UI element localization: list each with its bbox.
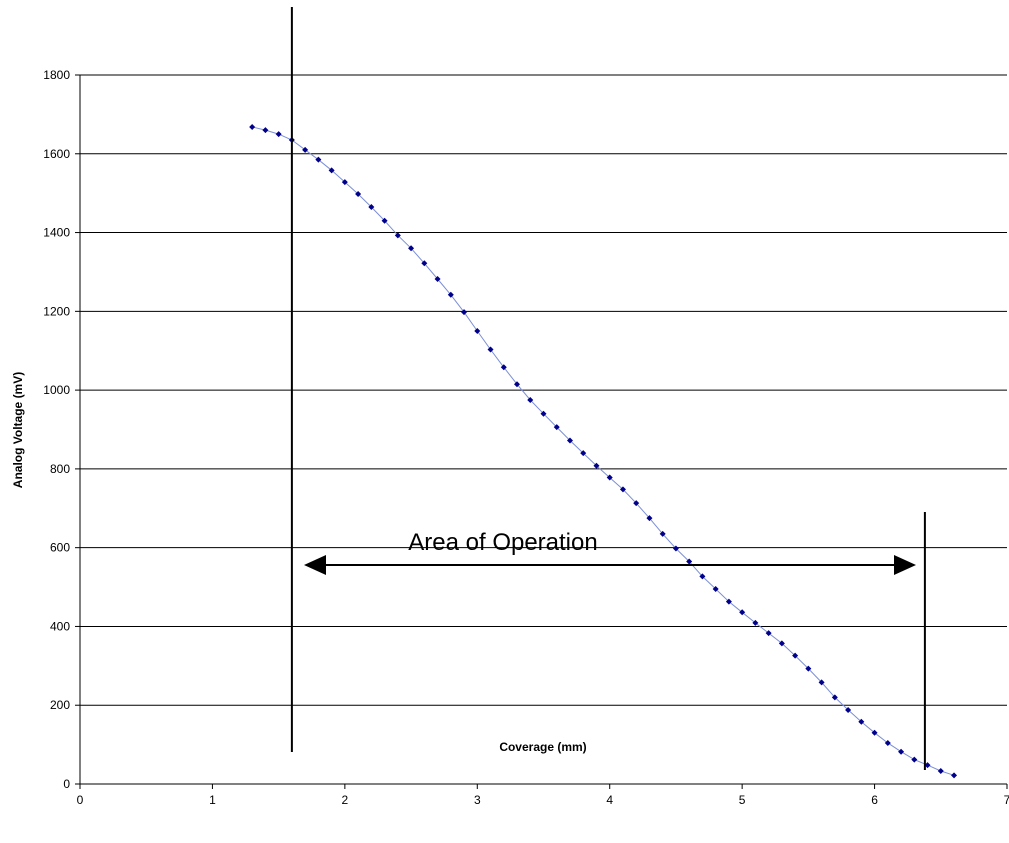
- data-point: [553, 424, 560, 431]
- data-point: [355, 190, 362, 197]
- data-point: [434, 276, 441, 283]
- y-tick-label: 1200: [43, 304, 70, 318]
- y-tick-label: 1600: [43, 147, 70, 161]
- data-point: [884, 740, 891, 747]
- data-point: [408, 245, 415, 252]
- x-tick-label: 1: [209, 793, 216, 807]
- data-point: [421, 260, 428, 267]
- data-points: [249, 123, 958, 779]
- y-tick-label: 1000: [43, 383, 70, 397]
- data-point: [341, 179, 348, 186]
- data-point: [447, 291, 454, 298]
- data-point: [911, 756, 918, 763]
- data-point: [937, 768, 944, 775]
- x-tick-label: 0: [77, 793, 84, 807]
- data-point: [527, 396, 534, 403]
- data-point: [924, 762, 931, 769]
- data-point: [752, 619, 759, 626]
- data-point: [818, 679, 825, 686]
- y-tick-label: 0: [63, 777, 70, 791]
- data-point: [792, 652, 799, 659]
- data-point: [871, 729, 878, 736]
- data-point: [686, 558, 693, 565]
- data-point: [315, 156, 322, 163]
- data-point: [262, 127, 269, 134]
- data-point: [712, 586, 719, 593]
- data-point: [951, 772, 958, 779]
- data-point: [765, 630, 772, 637]
- data-point: [633, 500, 640, 507]
- x-tick-label: 5: [739, 793, 746, 807]
- data-point: [540, 410, 547, 417]
- data-point: [646, 515, 653, 522]
- data-point: [805, 665, 812, 672]
- data-point: [566, 437, 573, 444]
- x-tick-label: 6: [871, 793, 878, 807]
- x-tick-label: 4: [606, 793, 613, 807]
- data-point: [858, 718, 865, 725]
- y-tick-label: 600: [50, 541, 70, 555]
- data-point: [778, 640, 785, 647]
- data-point: [487, 346, 494, 353]
- data-point: [500, 364, 507, 371]
- y-tick-label: 400: [50, 619, 70, 633]
- y-tick-label: 1400: [43, 226, 70, 240]
- data-point: [831, 694, 838, 701]
- data-point: [514, 381, 521, 388]
- data-point: [474, 328, 481, 335]
- x-axis-title: Coverage (mm): [499, 740, 586, 754]
- data-point: [394, 232, 401, 239]
- data-point: [672, 545, 679, 552]
- data-point: [619, 486, 626, 493]
- data-point: [725, 598, 732, 605]
- data-point: [739, 609, 746, 616]
- area-of-operation-label: Area of Operation: [408, 529, 597, 556]
- x-tick-label: 2: [342, 793, 349, 807]
- x-tick-labels: 0 1 2 3 4 5 6 7: [77, 784, 1009, 807]
- data-point: [593, 462, 600, 469]
- data-point: [898, 748, 905, 755]
- data-point: [580, 450, 587, 457]
- arrow-head-right: [894, 555, 916, 575]
- data-point: [659, 530, 666, 537]
- data-point: [368, 203, 375, 210]
- data-point: [845, 706, 852, 713]
- series-line: [252, 126, 955, 776]
- x-tick-label: 3: [474, 793, 481, 807]
- x-tick-label: 7: [1004, 793, 1009, 807]
- data-point: [302, 146, 309, 153]
- arrow-head-left: [304, 555, 326, 575]
- y-tick-label: 800: [50, 462, 70, 476]
- y-tick-label: 1800: [43, 68, 70, 82]
- data-point: [699, 573, 706, 580]
- y-tick-label: 200: [50, 698, 70, 712]
- data-point: [275, 131, 282, 138]
- data-point: [328, 167, 335, 174]
- data-point: [249, 123, 256, 130]
- axes: [79, 75, 1007, 785]
- y-tick-labels: 0 200 400 600 800 1000 1200 1400 1600 1800: [43, 68, 80, 791]
- gridlines: [80, 74, 1007, 706]
- data-point: [606, 474, 613, 481]
- y-axis-title: Analog Voltage (mV): [11, 372, 25, 488]
- data-point: [381, 217, 388, 224]
- data-point: [461, 309, 468, 316]
- area-of-operation-annotation: [290, 7, 926, 770]
